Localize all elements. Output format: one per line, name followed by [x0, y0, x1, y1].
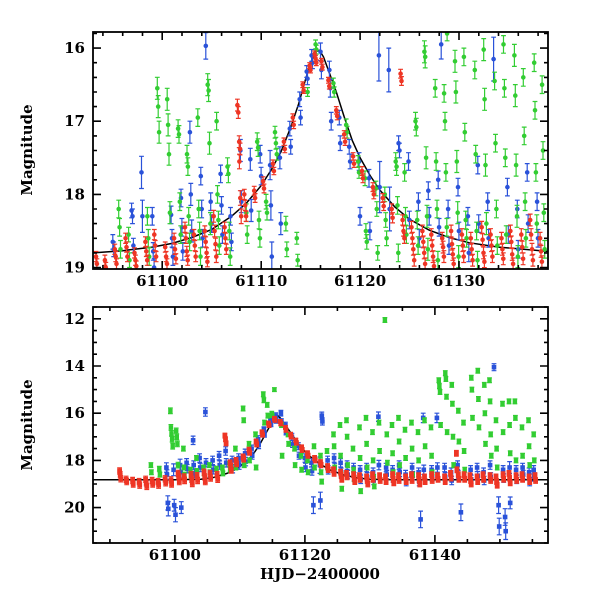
bottom-full-y-tick-label: 12 [64, 310, 85, 328]
top-zoom-ticks [93, 32, 548, 269]
blue-error-bars [164, 363, 537, 541]
top-zoom-red-series [93, 50, 545, 269]
top-zoom-y-tick-label: 17 [64, 112, 85, 130]
top-zoom-data-area [93, 32, 548, 269]
bottom-full-y-tick-label: 14 [64, 357, 85, 375]
top-zoom-y-tick-label: 19 [64, 259, 85, 277]
top-zoom-panel: 61100 61110 61120 61130 16 17 18 19 [64, 31, 549, 290]
top-y-axis-title: Magnitude [18, 104, 36, 195]
bottom-full-ticks [93, 306, 548, 544]
bottom-full-y-tick-label: 20 [64, 499, 85, 517]
top-zoom-x-tick-label: 61130 [433, 272, 485, 290]
top-zoom-x-tick-label: 61120 [334, 272, 386, 290]
bottom-full-x-tick-label: 61140 [409, 546, 461, 564]
top-zoom-y-tick-label: 16 [64, 39, 85, 57]
bottom-full-x-tick-label: 61100 [149, 546, 201, 564]
top-zoom-green-series [116, 32, 548, 269]
bottom-full-red-series [117, 415, 538, 491]
bottom-full-panel: 61100 61120 61140 12 14 16 18 20 [64, 306, 549, 564]
top-zoom-x-tick-label: 61110 [235, 272, 287, 290]
bottom-full-blue-series [164, 363, 537, 541]
x-axis-title: HJD−2400000 [260, 565, 380, 583]
bottom-full-x-tick-label: 61120 [279, 546, 331, 564]
top-zoom-y-tick-label: 18 [64, 185, 85, 203]
bottom-full-data-area [93, 317, 548, 541]
top-zoom-x-tick-label: 61100 [136, 272, 188, 290]
bottom-full-y-tick-label: 16 [64, 404, 85, 422]
bottom-y-axis-title: Magnitude [18, 379, 36, 470]
bottom-full-y-tick-label: 18 [64, 451, 85, 469]
